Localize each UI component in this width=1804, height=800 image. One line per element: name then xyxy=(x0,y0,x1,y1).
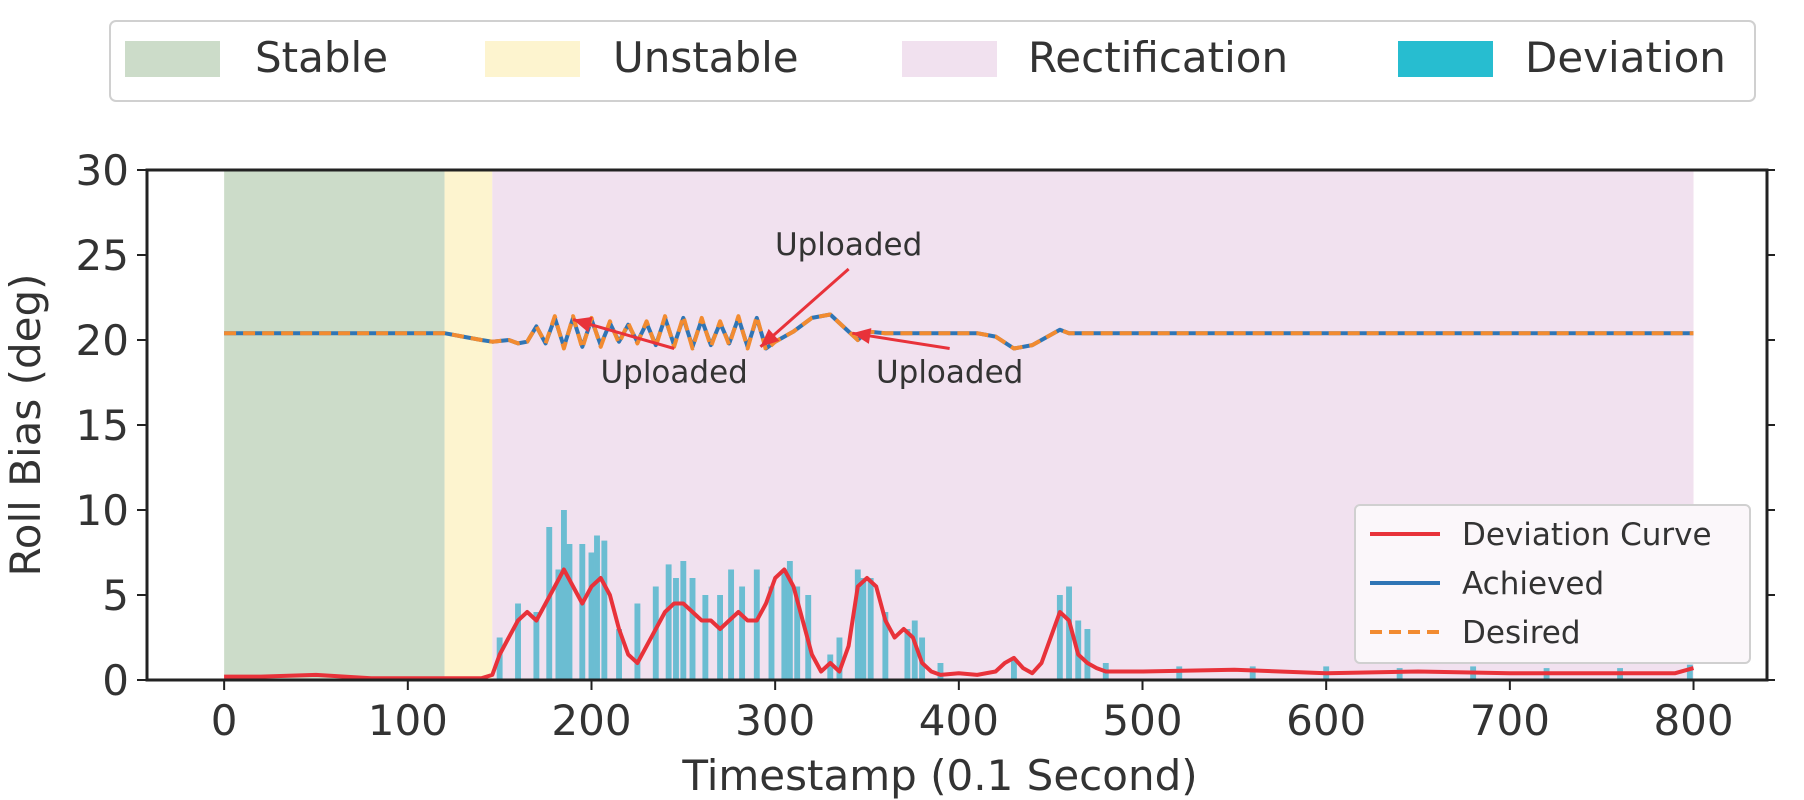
top-legend: Stable Unstable Rectification Deviation xyxy=(109,20,1756,102)
series-lines xyxy=(224,312,1695,681)
legend-swatch-stable xyxy=(125,41,220,77)
deviation-bar xyxy=(652,586,659,680)
annotation-arrowhead xyxy=(852,328,872,344)
deviation-bar xyxy=(867,578,874,680)
x-tick-label: 600 xyxy=(1286,696,1366,745)
deviation-bar xyxy=(555,569,562,680)
x-tick-label: 500 xyxy=(1102,696,1182,745)
region-unstable xyxy=(444,170,493,680)
y-tick-label: 20 xyxy=(76,316,129,365)
series-legend-frame xyxy=(1354,504,1751,664)
deviation-bar xyxy=(1176,666,1183,680)
x-tick-label: 100 xyxy=(368,696,448,745)
deviation-bar xyxy=(533,612,540,680)
deviation-bar xyxy=(689,578,696,680)
annotation-label: Uploaded xyxy=(775,227,922,263)
legend-swatch-unstable xyxy=(485,41,580,77)
annotation-arrowhead xyxy=(760,328,780,347)
deviation-bar xyxy=(1084,629,1091,680)
deviation-bar xyxy=(1056,595,1063,680)
x-tick-label: 800 xyxy=(1653,696,1733,745)
deviation-bar xyxy=(1396,668,1403,680)
y-axis: 0 5 10 15 20 25 30 xyxy=(76,146,147,705)
deviation-bar xyxy=(601,540,608,680)
legend-label-deviation: Deviation xyxy=(1525,33,1726,82)
deviation-bar xyxy=(904,629,911,680)
legend-swatch-deviation xyxy=(1398,41,1493,77)
deviation-bar xyxy=(594,535,600,680)
deviation-bar xyxy=(588,552,595,680)
legend-label-desired: Desired xyxy=(1462,615,1581,651)
deviation-bars xyxy=(496,510,1693,680)
legend-label-unstable: Unstable xyxy=(613,33,799,82)
deviation-bar xyxy=(937,663,944,680)
deviation-bar xyxy=(781,569,788,680)
deviation-bar xyxy=(566,544,573,680)
right-axis-ticks xyxy=(1767,169,1775,681)
deviation-bar xyxy=(827,654,834,680)
deviation-bar xyxy=(860,578,867,680)
legend-swatch-rectification xyxy=(902,41,997,77)
annotation-label: Uploaded xyxy=(600,355,747,391)
y-tick-label: 30 xyxy=(76,146,129,195)
deviation-bar xyxy=(836,637,843,680)
deviation-bar xyxy=(1249,666,1256,680)
deviation-bar xyxy=(702,595,709,680)
x-tick-label: 0 xyxy=(211,696,238,745)
annotation-label: Uploaded xyxy=(876,355,1023,391)
deviation-curve-line xyxy=(224,567,1695,681)
annotation-arrow xyxy=(759,267,850,348)
deviation-bar xyxy=(911,620,918,680)
deviation-bar xyxy=(579,544,586,680)
deviation-bar xyxy=(673,578,679,680)
deviation-bar xyxy=(786,561,793,680)
deviation-bar xyxy=(739,586,746,680)
y-tick-label: 15 xyxy=(76,401,129,450)
legend-label-stable: Stable xyxy=(255,33,388,82)
x-tick-label: 200 xyxy=(551,696,631,745)
deviation-bar xyxy=(768,586,775,680)
annotation-arrowhead xyxy=(573,316,593,333)
x-tick-label: 400 xyxy=(919,696,999,745)
deviation-bar xyxy=(561,510,567,680)
region-stable xyxy=(224,170,445,680)
desired-line xyxy=(224,312,1694,353)
deviation-bar xyxy=(680,561,687,680)
x-axis-label: Timestamp (0.1 Second) xyxy=(681,751,1197,800)
y-tick-label: 5 xyxy=(102,571,129,620)
legend-label-deviation-curve: Deviation Curve xyxy=(1462,517,1712,553)
y-tick-label: 25 xyxy=(76,231,129,280)
x-axis: 0 100 200 300 400 500 600 700 800 xyxy=(211,680,1734,745)
deviation-bar xyxy=(1686,664,1693,680)
deviation-bar xyxy=(854,569,861,680)
y-tick-label: 10 xyxy=(76,486,129,535)
x-tick-label: 700 xyxy=(1470,696,1550,745)
y-tick-label: 0 xyxy=(102,656,129,705)
uploaded-annotations: Uploaded Uploaded Uploaded xyxy=(572,227,1023,391)
deviation-bar xyxy=(882,612,889,680)
y-axis-label: Roll Bias (deg) xyxy=(1,273,50,576)
deviation-bar xyxy=(753,569,760,680)
series-legend: Deviation Curve Achieved Desired xyxy=(1354,504,1751,664)
deviation-bar xyxy=(634,603,641,680)
deviation-bar xyxy=(546,527,553,680)
deviation-bar xyxy=(1011,659,1017,680)
legend-label-achieved: Achieved xyxy=(1462,566,1604,602)
deviation-bar xyxy=(728,569,735,680)
deviation-bar xyxy=(794,586,801,680)
deviation-bar xyxy=(717,595,723,680)
deviation-bar xyxy=(616,629,622,680)
x-tick-label: 300 xyxy=(735,696,815,745)
deviation-bar xyxy=(1066,586,1072,680)
deviation-bar xyxy=(665,564,672,680)
deviation-bar xyxy=(515,603,521,680)
legend-label-rectification: Rectification xyxy=(1028,33,1288,82)
